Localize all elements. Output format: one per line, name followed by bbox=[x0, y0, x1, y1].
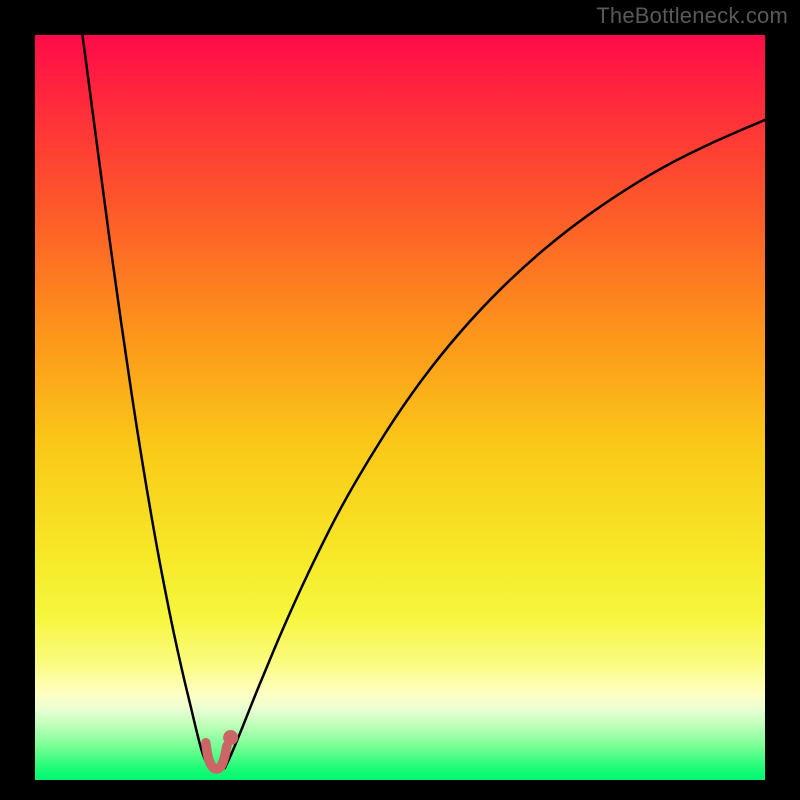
attribution-text: TheBottleneck.com bbox=[596, 3, 788, 29]
chart-svg bbox=[0, 0, 800, 800]
bottleneck-chart: { "attribution": "TheBottleneck.com", "c… bbox=[0, 0, 800, 800]
